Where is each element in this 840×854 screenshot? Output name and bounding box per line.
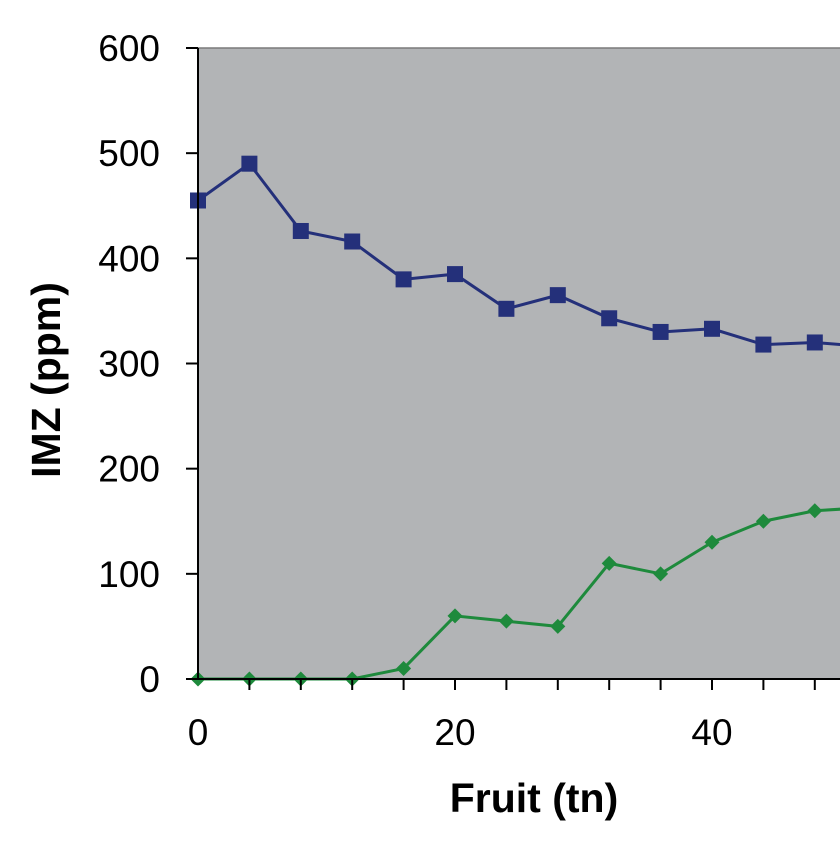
series-layer [190,155,840,687]
y-tick-label: 300 [98,344,160,385]
y-tick-label: 400 [98,238,160,279]
series-1-point [395,271,412,288]
series-1-point [344,233,361,250]
axes-layer: 0 100 200 300 400 500 600 0 20 40 [98,28,840,753]
series-1-point [755,336,772,353]
series-1-point [549,287,566,304]
series-1-point [241,155,258,172]
x-tick-label: 40 [691,712,732,753]
series-2-point [550,618,566,634]
y-tick-label: 500 [98,133,160,174]
x-tick-label: 20 [434,712,475,753]
series-2-point [807,503,823,519]
series-1-point [447,266,463,283]
y-axis-title: IMZ (ppm) [23,282,69,478]
series-2-point [755,513,771,529]
series-1-point [498,300,515,317]
y-tick-label: 600 [98,28,160,69]
series-2-point [396,660,412,676]
series-2-point [447,608,463,624]
series-1-point [704,320,720,337]
y-tick-label: 0 [139,659,160,700]
y-tick-label: 200 [98,449,160,490]
series-2-point [653,566,669,582]
series-1-point [652,323,669,340]
series-2-point [704,534,720,550]
series-1-point [806,334,823,351]
series-2-point [498,613,514,629]
series-1-point [292,222,309,239]
series-2-point [601,555,617,571]
y-tick-label: 100 [98,554,160,595]
x-tick-label: 0 [188,712,209,753]
plot-area [198,48,840,679]
series-1-line [197,161,840,347]
x-axis-title: Fruit (tn) [450,775,618,821]
series-1-point [601,310,618,327]
